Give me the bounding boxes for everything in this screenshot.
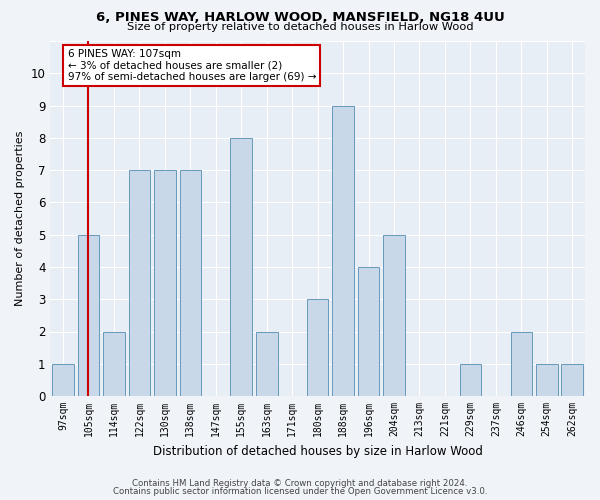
Bar xyxy=(154,170,176,396)
Bar xyxy=(103,332,125,396)
Bar xyxy=(230,138,252,396)
Bar xyxy=(358,267,379,396)
Text: Size of property relative to detached houses in Harlow Wood: Size of property relative to detached ho… xyxy=(127,22,473,32)
Bar xyxy=(179,170,201,396)
Y-axis label: Number of detached properties: Number of detached properties xyxy=(15,131,25,306)
Bar xyxy=(52,364,74,396)
Bar xyxy=(332,106,354,396)
Text: 6 PINES WAY: 107sqm
← 3% of detached houses are smaller (2)
97% of semi-detached: 6 PINES WAY: 107sqm ← 3% of detached hou… xyxy=(68,49,316,82)
X-axis label: Distribution of detached houses by size in Harlow Wood: Distribution of detached houses by size … xyxy=(153,444,482,458)
Text: Contains HM Land Registry data © Crown copyright and database right 2024.: Contains HM Land Registry data © Crown c… xyxy=(132,478,468,488)
Bar xyxy=(383,234,405,396)
Bar xyxy=(77,234,100,396)
Bar xyxy=(511,332,532,396)
Bar xyxy=(307,299,328,396)
Text: 6, PINES WAY, HARLOW WOOD, MANSFIELD, NG18 4UU: 6, PINES WAY, HARLOW WOOD, MANSFIELD, NG… xyxy=(95,11,505,24)
Text: Contains public sector information licensed under the Open Government Licence v3: Contains public sector information licen… xyxy=(113,487,487,496)
Bar xyxy=(536,364,557,396)
Bar xyxy=(256,332,278,396)
Bar xyxy=(460,364,481,396)
Bar xyxy=(562,364,583,396)
Bar xyxy=(128,170,150,396)
